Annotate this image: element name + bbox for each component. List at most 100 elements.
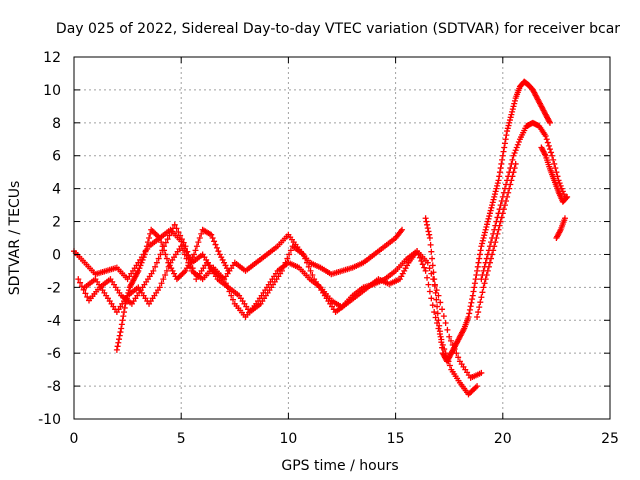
data-point: [436, 322, 443, 329]
data-point: [493, 185, 500, 192]
data-point: [179, 247, 186, 254]
data-point: [287, 247, 294, 254]
data-point: [446, 362, 453, 369]
data-point: [495, 226, 502, 233]
data-point: [157, 251, 164, 258]
data-point: [493, 235, 500, 241]
series-track-4: [113, 226, 232, 353]
y-axis-label: SDTVAR / TECUs: [7, 181, 23, 296]
data-point: [425, 281, 432, 288]
data-point: [501, 202, 508, 209]
data-point: [84, 293, 91, 300]
data-point: [477, 299, 484, 306]
data-point: [481, 280, 488, 287]
data-point: [546, 146, 553, 153]
data-point: [307, 267, 314, 274]
data-point: [442, 320, 449, 327]
data-point: [221, 276, 228, 283]
data-point: [501, 144, 508, 151]
data-point: [439, 306, 446, 313]
data-point: [75, 276, 82, 283]
data-point: [146, 235, 153, 241]
data-point: [118, 321, 125, 328]
data-point: [191, 251, 198, 258]
data-point: [505, 122, 512, 129]
data-point: [432, 289, 439, 296]
series-track-5: [422, 78, 553, 365]
y-tick-label: -4: [47, 313, 61, 329]
data-point: [437, 299, 444, 306]
data-point: [435, 317, 442, 324]
data-point: [426, 235, 433, 241]
data-point: [440, 313, 447, 320]
data-point: [439, 344, 446, 351]
data-point: [121, 309, 128, 316]
data-point: [428, 295, 435, 302]
data-point: [509, 156, 516, 163]
data-point: [546, 119, 553, 126]
data-point: [490, 196, 497, 203]
data-point: [510, 152, 517, 159]
data-point: [488, 204, 495, 211]
data-point: [467, 303, 474, 310]
data-point: [473, 272, 480, 279]
data-point: [543, 136, 550, 143]
data-point: [156, 284, 163, 291]
data-point: [505, 189, 512, 196]
data-point: [551, 160, 558, 167]
x-axis-label: GPS time / hours: [281, 458, 398, 474]
x-tick-label: 0: [70, 431, 79, 447]
data-point: [489, 199, 496, 206]
data-point: [487, 207, 494, 214]
data-point: [286, 251, 293, 258]
data-point: [494, 180, 501, 187]
y-tick-label: 4: [52, 182, 61, 198]
data-point: [556, 180, 563, 187]
data-point: [479, 240, 486, 247]
data-point: [511, 165, 518, 172]
data-point: [224, 284, 231, 291]
data-point: [499, 210, 506, 217]
data-point: [506, 117, 513, 124]
data-point: [156, 235, 163, 241]
data-point: [153, 259, 160, 266]
data-point: [564, 193, 571, 200]
data-point: [163, 267, 170, 274]
data-point: [138, 259, 145, 266]
data-point: [421, 264, 428, 271]
data-point: [513, 144, 520, 151]
data-point: [180, 239, 187, 246]
data-point: [503, 197, 510, 204]
data-point: [499, 156, 506, 163]
data-point: [171, 221, 178, 228]
data-point: [114, 343, 121, 350]
series-track-8: [538, 144, 571, 205]
data-point: [438, 339, 445, 346]
data-point: [225, 267, 232, 274]
data-point: [226, 288, 233, 295]
data-point: [140, 254, 147, 261]
data-point: [503, 132, 510, 139]
data-point: [471, 284, 478, 291]
data-point: [486, 213, 493, 220]
data-point: [511, 97, 518, 104]
data-point: [427, 241, 434, 248]
series-track-6: [478, 119, 568, 283]
data-point: [469, 296, 476, 303]
data-point: [476, 304, 483, 311]
data-point: [122, 300, 129, 307]
data-point: [444, 326, 451, 333]
data-point: [492, 188, 499, 195]
data-point: [422, 215, 429, 222]
data-point: [485, 215, 492, 222]
data-point: [428, 248, 435, 255]
data-point: [494, 182, 501, 189]
data-point: [497, 165, 504, 172]
data-point: [507, 181, 514, 188]
data-point: [476, 255, 483, 262]
data-point: [143, 243, 150, 250]
data-point: [82, 290, 89, 297]
data-point: [486, 210, 493, 217]
data-point: [504, 128, 511, 135]
data-point: [158, 280, 165, 287]
